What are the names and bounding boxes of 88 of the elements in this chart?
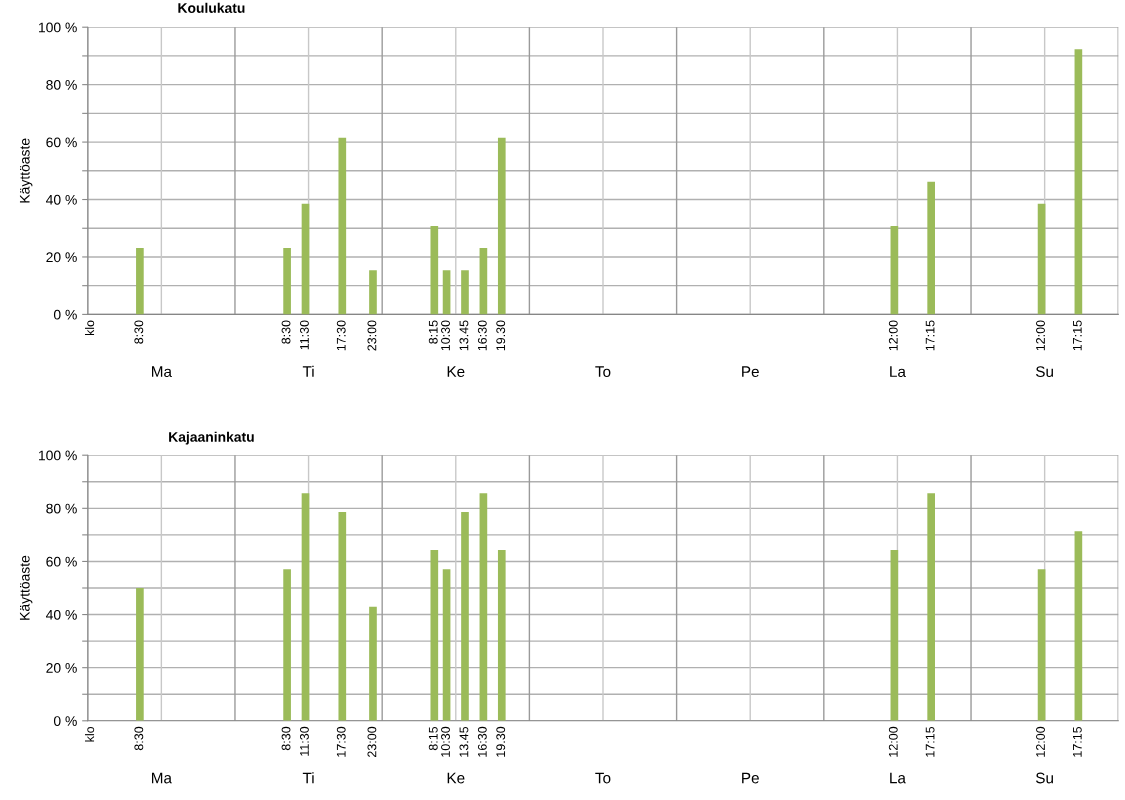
bar xyxy=(461,512,469,721)
y-tick-label: 0 % xyxy=(53,309,77,320)
x-tick-label: 16:30 xyxy=(477,320,487,351)
y-tick-label: 0 % xyxy=(53,716,77,726)
bar xyxy=(338,137,347,315)
x-tick-label: 23:00 xyxy=(367,726,377,757)
bar xyxy=(479,493,488,721)
bar xyxy=(927,493,935,721)
bar xyxy=(283,248,291,315)
bar xyxy=(430,550,439,721)
x-tick-label: 12:00 xyxy=(1036,320,1045,351)
bar xyxy=(927,181,935,315)
bar xyxy=(890,550,899,721)
bar xyxy=(136,588,144,721)
y-tick-label: 80 % xyxy=(46,79,77,90)
text: La xyxy=(890,366,906,378)
x-tick-label: 12:00 xyxy=(1036,726,1045,757)
y-axis-title: Käyttöaste xyxy=(19,555,33,620)
x-tick-label: 17:30 xyxy=(336,726,346,757)
chart-title: Kajaaninkatu xyxy=(169,431,254,445)
text: Su xyxy=(1035,772,1053,784)
bar xyxy=(497,137,506,315)
bar xyxy=(369,270,377,315)
x-tick-label: 17:15 xyxy=(1073,726,1082,757)
x-tick-label: 8:15 xyxy=(428,726,438,751)
bar xyxy=(479,248,488,315)
x-tick-label: 8:30 xyxy=(281,726,291,751)
text: Ti xyxy=(302,772,314,784)
x-tick-label: 13.45 xyxy=(459,320,469,351)
bar xyxy=(442,569,451,721)
x-tick-label: 13.45 xyxy=(459,726,469,757)
text: Ti xyxy=(302,365,314,377)
x-tick-label: 8:30 xyxy=(281,320,291,344)
bar xyxy=(301,493,310,721)
bar xyxy=(442,270,451,315)
y-tick-label: 60 % xyxy=(46,556,77,567)
y-tick-label: 100 % xyxy=(39,22,77,33)
bar xyxy=(369,606,377,721)
y-tick-label: 40 % xyxy=(46,609,77,620)
y-tick-label: 60 % xyxy=(46,137,77,148)
x-tick-label: 12:00 xyxy=(888,726,898,757)
bar xyxy=(338,512,347,721)
x-tick-label: 10:30 xyxy=(441,320,450,351)
y-tick-label: 20 % xyxy=(46,663,77,673)
x-tick-label: 19.30 xyxy=(496,320,506,351)
y-tick-label: 40 % xyxy=(46,194,77,205)
x-tick-label: 8:30 xyxy=(134,726,144,751)
y-tick-label: 80 % xyxy=(46,503,77,514)
bar xyxy=(301,203,310,315)
x-tick-label: 11:30 xyxy=(300,726,309,756)
x-tick-label: 17:15 xyxy=(925,320,935,351)
bar xyxy=(461,270,469,315)
y-axis-title: Käyttöaste xyxy=(19,138,33,203)
bar xyxy=(283,569,291,721)
text: To xyxy=(595,772,611,784)
x-tick-label: 17:30 xyxy=(336,320,346,351)
text: To xyxy=(595,366,611,378)
bar xyxy=(1074,49,1083,315)
text: Pe xyxy=(742,772,759,784)
x-tick-label: klo xyxy=(84,726,95,742)
text: Ke xyxy=(447,772,465,784)
bar xyxy=(430,225,439,315)
bar xyxy=(1037,569,1046,721)
x-tick-label: 11:30 xyxy=(300,320,309,350)
x-tick-label: 17:15 xyxy=(1073,320,1082,351)
bar xyxy=(497,550,506,721)
chart-title: Koulukatu xyxy=(178,2,245,13)
text: Pe xyxy=(742,366,759,378)
bar xyxy=(890,225,899,315)
text: Ma xyxy=(152,366,172,378)
text: La xyxy=(890,772,906,784)
x-tick-label: 16:30 xyxy=(477,726,487,757)
text: Su xyxy=(1035,366,1053,378)
x-tick-label: 19.30 xyxy=(496,726,506,757)
x-tick-label: klo xyxy=(84,320,95,336)
bar xyxy=(136,248,144,315)
bar xyxy=(1074,531,1083,721)
x-tick-label: 8:15 xyxy=(428,320,438,344)
text: Ma xyxy=(152,772,172,784)
text: Ke xyxy=(447,366,465,378)
y-tick-label: 20 % xyxy=(46,252,77,263)
bar xyxy=(1037,203,1046,315)
x-tick-label: 10:30 xyxy=(441,726,450,757)
x-tick-label: 17:15 xyxy=(925,726,935,757)
y-tick-label: 100 % xyxy=(39,450,77,461)
x-tick-label: 8:30 xyxy=(134,320,144,344)
x-tick-label: 23:00 xyxy=(367,320,377,351)
x-tick-label: 12:00 xyxy=(888,320,898,351)
